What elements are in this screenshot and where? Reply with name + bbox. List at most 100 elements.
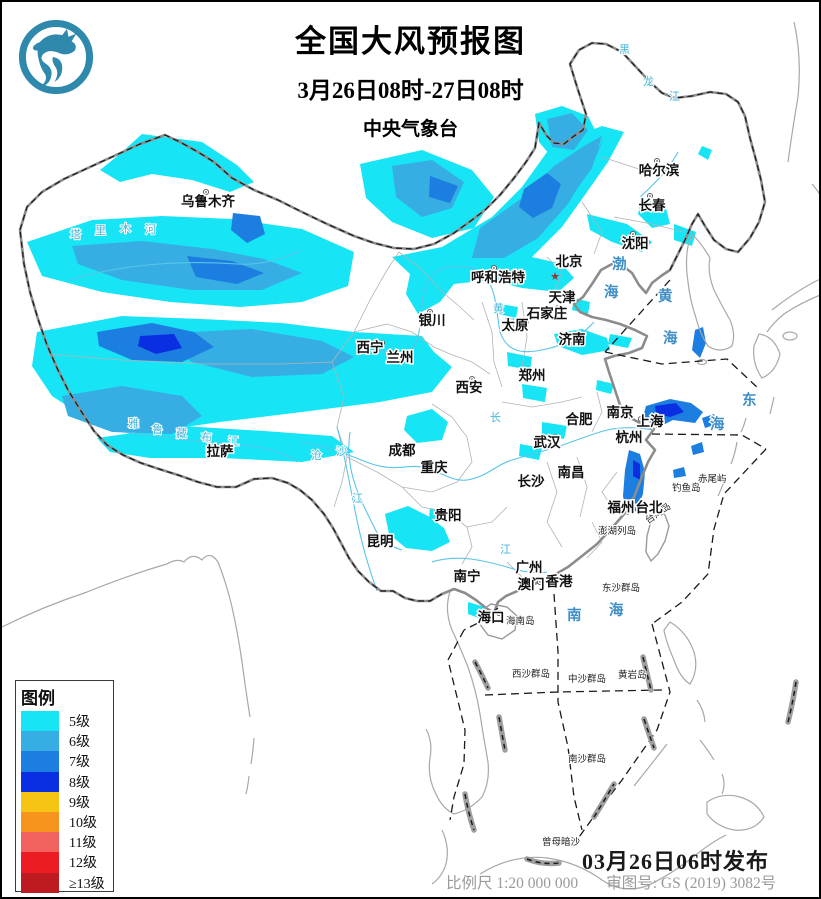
- city-海口: 海口: [476, 608, 506, 627]
- city-label: 成都: [389, 442, 416, 458]
- legend: 图例 5级 6级 7级 8级 9级 10级 11级 12级 ≥13级: [15, 680, 114, 893]
- city-label: 济南: [559, 331, 586, 347]
- city-郑州: 郑州: [517, 366, 547, 385]
- city-label: 沈阳: [622, 235, 649, 251]
- sea-label: 海: [604, 283, 619, 301]
- city-dot-center: [442, 462, 444, 464]
- island-label: 南沙群岛: [568, 753, 606, 765]
- sea-label: 海: [663, 329, 678, 347]
- city-西宁: 西宁: [355, 338, 386, 357]
- legend-swatch: [21, 751, 59, 772]
- river-label: 黑: [619, 43, 630, 56]
- city-dot-center: [581, 334, 583, 336]
- city-label: 广州: [516, 559, 543, 575]
- city-label: 台北: [636, 499, 664, 515]
- city-呼和浩特: 呼和浩特: [470, 264, 527, 287]
- island-label: 西沙群岛: [512, 668, 550, 680]
- city-dot-center: [471, 378, 473, 380]
- city-dot-center: [205, 191, 207, 193]
- city-贵阳: 贵阳: [433, 506, 463, 525]
- legend-title: 图例: [21, 689, 55, 708]
- city-label: 拉萨: [207, 443, 234, 459]
- city-label: 银川: [419, 312, 446, 328]
- legend-label: 7级: [69, 755, 90, 771]
- city-福州: 福州: [605, 498, 636, 517]
- city-label: 福州: [607, 499, 635, 515]
- city-label: 兰州: [387, 349, 414, 365]
- legend-swatch: [21, 731, 59, 752]
- sea-label: 渤: [612, 255, 627, 273]
- city-dot-center: [629, 502, 631, 504]
- river-label: 沙: [336, 445, 347, 458]
- wind-area-lv7: [97, 173, 717, 515]
- river-label: 木: [120, 222, 131, 235]
- city-label: 石家庄: [526, 305, 568, 321]
- city-南昌: 南昌: [556, 463, 586, 482]
- legend-row: ≥13级: [16, 872, 113, 893]
- city-拉萨: 拉萨: [205, 442, 235, 461]
- city-label: 南昌: [558, 464, 585, 480]
- legend-label: 8级: [69, 775, 90, 791]
- city-济南: 济南: [557, 330, 587, 349]
- city-label: 天津: [549, 289, 577, 305]
- city-markers: 乌鲁木齐 哈尔滨长春沈阳 ★ 北京天津石家庄太原济南 呼和浩特银川西宁兰州西安 郑州合肥南…: [180, 157, 681, 627]
- city-dot-center: [656, 160, 658, 162]
- legend-swatch: [21, 832, 59, 853]
- city-澳门: 澳门: [516, 575, 546, 594]
- city-dot-center: [649, 195, 651, 197]
- city-dot-center: [655, 503, 657, 505]
- sea-label: 海: [710, 415, 725, 433]
- city-label: 乌鲁木齐: [181, 193, 235, 209]
- river-label: 江: [500, 543, 511, 556]
- legend-swatch: [21, 811, 59, 833]
- city-dot-center: [554, 436, 556, 438]
- city-成都: 成都: [387, 441, 417, 460]
- city-杭州: 杭州: [614, 428, 644, 447]
- city-label: 哈尔滨: [639, 162, 680, 178]
- city-乌鲁木齐: 乌鲁木齐: [180, 188, 237, 211]
- city-label: 重庆: [421, 459, 448, 475]
- approval-number: 审图号: GS (2019) 3082号: [606, 875, 777, 892]
- legend-swatch: [21, 791, 59, 812]
- river-label: 塔: [70, 228, 81, 241]
- river-label: 沧: [311, 448, 322, 462]
- city-香港: 香港: [543, 572, 575, 591]
- city-dot-center: [541, 370, 543, 372]
- map-scale-row: 比例尺 1:20 000 000 审图号: GS (2019) 3082号: [446, 871, 804, 893]
- city-dot-center: [429, 311, 431, 313]
- release-time: 03月26日06时发布: [581, 849, 769, 874]
- city-dot-center: [578, 467, 580, 469]
- city-昆明: 昆明: [365, 533, 395, 551]
- river-label: 藏: [176, 427, 187, 440]
- legend-label: 10级: [69, 816, 97, 832]
- sea-label: 东: [742, 391, 757, 409]
- city-label: 太原: [502, 317, 530, 333]
- city-label: 海口: [478, 609, 505, 625]
- legend-row: 6级: [16, 731, 113, 752]
- city-dot-center: [474, 571, 476, 573]
- city-dot-center: [381, 342, 383, 344]
- foreign-coastlines: [2, 21, 819, 890]
- city-label: 长沙: [518, 473, 546, 489]
- river-label: 江: [352, 492, 363, 505]
- city-dot-center: [229, 447, 231, 449]
- legend-swatch: [21, 771, 59, 792]
- city-label: 澳门: [518, 576, 545, 592]
- city-上海: 上海: [635, 412, 666, 431]
- sea-label: 黄: [658, 287, 673, 305]
- legend-row: 8级: [16, 771, 113, 792]
- river-label: 江: [669, 90, 680, 103]
- city-沈阳: 沈阳: [620, 230, 650, 253]
- maritime-dashed-lines: [447, 279, 767, 841]
- river-label: 黄: [493, 301, 504, 315]
- legend-row: 10级: [16, 811, 113, 833]
- legend-row: 11级: [16, 832, 113, 853]
- city-dot-center: [409, 353, 411, 355]
- island-label: 中沙群岛: [568, 673, 606, 685]
- legend-items: 5级 6级 7级 8级 9级 10级 11级 12级 ≥13级: [16, 711, 113, 893]
- city-哈尔滨: 哈尔滨: [637, 157, 681, 180]
- legend-label: ≥13级: [69, 876, 105, 892]
- city-dot-center: [538, 476, 540, 478]
